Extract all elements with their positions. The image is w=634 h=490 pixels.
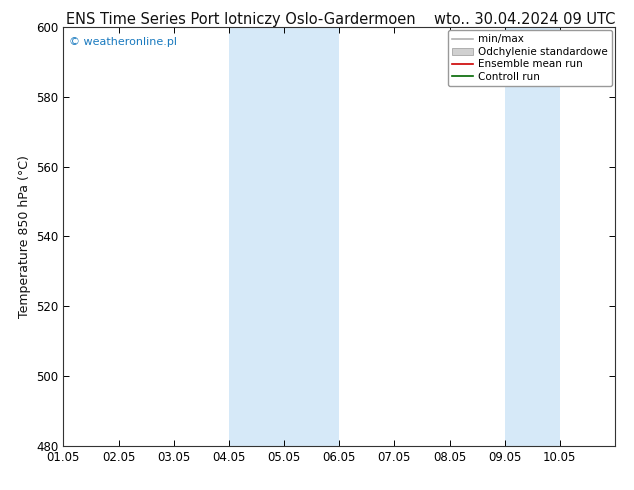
Bar bbox=[505, 27, 560, 446]
Text: © weatheronline.pl: © weatheronline.pl bbox=[69, 37, 177, 48]
Legend: min/max, Odchylenie standardowe, Ensemble mean run, Controll run: min/max, Odchylenie standardowe, Ensembl… bbox=[448, 30, 612, 86]
Bar bbox=[284, 27, 339, 446]
Text: wto.. 30.04.2024 09 UTC: wto.. 30.04.2024 09 UTC bbox=[434, 12, 615, 27]
Text: ENS Time Series Port lotniczy Oslo-Gardermoen: ENS Time Series Port lotniczy Oslo-Garde… bbox=[66, 12, 416, 27]
Bar bbox=[229, 27, 284, 446]
Y-axis label: Temperature 850 hPa (°C): Temperature 850 hPa (°C) bbox=[18, 155, 30, 318]
